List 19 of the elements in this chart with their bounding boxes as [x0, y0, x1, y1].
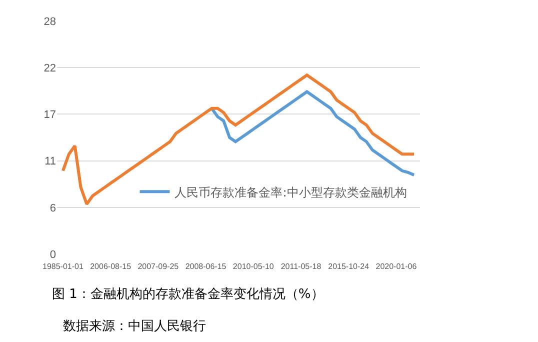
x-tick-label: 2008-06-15	[185, 262, 227, 271]
line-series	[61, 74, 416, 206]
y-tick-label: 0	[50, 248, 56, 261]
y-tick-label: 6	[50, 202, 56, 214]
caption: 图 1：金融机构的存款准备金率变化情况（%）	[52, 286, 324, 302]
x-tick-label: 2020-01-06	[376, 262, 418, 271]
x-tick-label: 2011-05-18	[280, 262, 322, 271]
x-tick-label: 1985-01-01	[42, 262, 84, 271]
source-note: 数据来源：中国人民银行	[63, 319, 206, 334]
y-tick-label: 17	[44, 109, 56, 122]
y-tick-label: 28	[44, 16, 56, 28]
x-tick-label: 2015-10-24	[328, 262, 370, 271]
line-series	[210, 90, 416, 176]
y-tick-label: 11	[44, 156, 56, 168]
x-tick-label: 2007-09-25	[138, 262, 180, 271]
x-tick-label: 2006-08-15	[90, 262, 132, 271]
y-tick-label: 22	[44, 62, 56, 74]
x-tick-label: 2010-05-10	[232, 262, 274, 271]
legend-label: 人民币存款准备金率:中小型存款类金融机构	[174, 185, 407, 200]
